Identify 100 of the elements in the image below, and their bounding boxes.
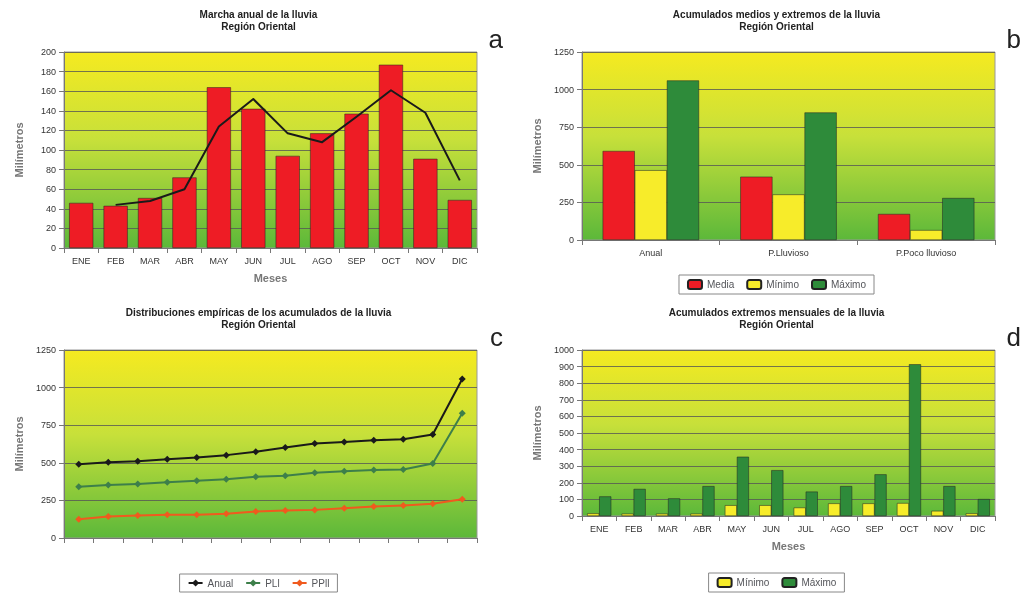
text: b xyxy=(1006,24,1022,54)
point xyxy=(370,503,378,511)
text: a xyxy=(488,24,504,54)
y-tick-label: 160 xyxy=(40,86,56,97)
point xyxy=(193,511,201,519)
point xyxy=(370,436,378,444)
point xyxy=(458,495,466,503)
point xyxy=(311,506,319,514)
point xyxy=(458,375,466,383)
y-tick-label: 900 xyxy=(558,361,574,372)
y-tick-label: 40 xyxy=(45,203,56,214)
y-tick-label: 300 xyxy=(558,461,574,472)
y-tick-label: 400 xyxy=(558,444,574,455)
point xyxy=(163,455,171,463)
x-axis-title: Meses xyxy=(253,271,288,284)
legend-label: Mínimo xyxy=(736,577,770,588)
y-tick-label: 200 xyxy=(40,47,56,57)
point xyxy=(104,458,112,466)
y-axis-title: Milímetros xyxy=(530,118,543,174)
chart-title: Acumulados extremos mensuales de la lluvia xyxy=(668,306,885,318)
x-tick-label: OCT xyxy=(381,255,401,266)
point xyxy=(193,454,201,462)
point xyxy=(281,472,289,480)
point xyxy=(104,481,112,489)
chart-title: Acumulados medios y extremos de la lluvia xyxy=(672,8,881,20)
chart-subtitle: Región Oriental xyxy=(221,20,296,32)
x-tick-label: DIC xyxy=(970,523,987,534)
y-tick-label: 20 xyxy=(45,223,56,234)
y-tick-label: 700 xyxy=(558,394,574,405)
point xyxy=(134,457,142,465)
point xyxy=(340,504,348,512)
x-tick-label: MAY xyxy=(727,523,747,534)
chart-subtitle: Región Oriental xyxy=(221,318,296,330)
y-tick-label: 1250 xyxy=(35,345,56,355)
point xyxy=(399,465,407,473)
point xyxy=(281,506,289,514)
y-tick-label: 750 xyxy=(558,122,574,133)
x-tick-label: FEB xyxy=(624,523,643,534)
x-tick-label: SEP xyxy=(865,523,884,534)
y-tick-label: 120 xyxy=(40,125,56,136)
y-tick-label: 250 xyxy=(558,197,574,208)
y-tick-label: 1000 xyxy=(553,84,574,95)
y-tick-label: 600 xyxy=(558,411,574,422)
chart-title: Marcha anual de la lluvia xyxy=(199,8,318,20)
point xyxy=(429,459,437,467)
x-tick-label: P.Lluvioso xyxy=(768,247,809,258)
point xyxy=(163,511,171,519)
legend-label: Máximo xyxy=(831,279,867,290)
bar xyxy=(447,199,472,248)
y-tick-label: 200 xyxy=(558,477,574,488)
point xyxy=(429,500,437,508)
x-tick-label: NOV xyxy=(933,523,954,534)
x-tick-label: OCT xyxy=(899,523,919,534)
x-tick-label: MAR xyxy=(658,523,679,534)
y-tick-label: 60 xyxy=(45,184,56,195)
bar xyxy=(275,155,300,248)
x-tick-label: Anual xyxy=(639,247,663,258)
y-tick-label: 800 xyxy=(558,378,574,389)
point xyxy=(75,483,83,491)
x-tick-label: DIC xyxy=(452,255,469,266)
point xyxy=(311,469,319,477)
y-tick-label: 0 xyxy=(50,533,56,543)
y-tick-label: 100 xyxy=(40,145,56,155)
y-tick-label: 180 xyxy=(40,66,56,77)
point xyxy=(340,438,348,446)
y-tick-label: 0 xyxy=(568,235,574,245)
chart-title: Distribuciones empíricas de los acumulados de la lluvia xyxy=(125,306,392,318)
y-axis-title: Milímetros xyxy=(530,405,543,461)
x-tick-label: SEP xyxy=(347,255,366,266)
x-tick-label: FEB xyxy=(106,255,125,266)
point xyxy=(281,444,289,452)
chart-subtitle: Región Oriental xyxy=(739,318,814,330)
x-tick-label: ENE xyxy=(71,255,91,266)
legend-label: PLl xyxy=(265,577,280,589)
x-tick-label: JUN xyxy=(762,523,781,534)
point xyxy=(252,448,260,456)
point xyxy=(222,475,230,483)
legend-label: Media xyxy=(706,279,735,290)
x-tick-label: ABR xyxy=(693,523,713,534)
x-tick-label: NOV xyxy=(415,255,436,266)
point xyxy=(75,515,83,523)
x-tick-label: MAR xyxy=(140,255,161,266)
y-tick-label: 0 xyxy=(50,243,56,253)
y-tick-label: 140 xyxy=(40,105,56,116)
point xyxy=(104,512,112,520)
x-tick-label: ABR xyxy=(175,255,195,266)
y-tick-label: 1250 xyxy=(553,47,574,57)
text: d xyxy=(1006,322,1022,352)
y-tick-label: 1000 xyxy=(35,382,56,393)
y-tick-label: 0 xyxy=(568,511,574,521)
legend-label: Mínimo xyxy=(766,279,800,290)
x-tick-label: ENE xyxy=(589,523,609,534)
x-tick-label: P.Poco lluvioso xyxy=(895,247,957,258)
y-tick-label: 100 xyxy=(558,494,574,505)
bar xyxy=(413,158,438,248)
legend-label: PPll xyxy=(311,577,330,589)
x-tick-label: JUL xyxy=(279,255,296,266)
y-tick-label: 1000 xyxy=(553,345,574,355)
point xyxy=(163,478,171,486)
text: c xyxy=(490,322,503,352)
